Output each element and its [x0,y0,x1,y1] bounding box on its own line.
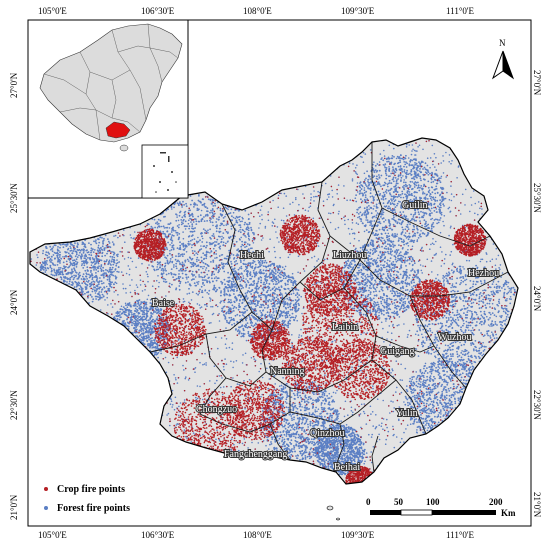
left-tick-0: 27°0'N [9,72,19,98]
crop-legend-symbol [44,487,48,491]
city-label-hezhou: Hezhou [468,268,499,279]
china-outline [39,23,183,143]
crop-legend-label: Crop fire points [57,484,125,495]
right-axis: 27°0'N 25°30'N 24°0'N 22°30'N 21°0'N [532,70,542,518]
left-axis: 27°0'N 25°30'N 24°0'N 22°30'N 21°0'N [9,72,19,520]
city-boundaries [149,142,509,473]
scale-tick-50: 50 [394,497,404,507]
south-china-sea-islands [153,152,177,193]
hainan-inset [119,144,129,152]
city-label-wuzhou: Wuzhou [438,332,471,343]
city-label-liuzhou: Liuzhou [333,250,366,261]
left-tick-3: 22°30'N [9,390,19,420]
bottom-tick-2: 108°0'E [243,530,272,540]
china-provinces [43,23,179,141]
guangxi-outline [29,137,519,485]
city-label-guilin: Guilin [402,200,428,211]
north-arrow: N [491,38,515,80]
right-tick-0: 27°0'N [532,70,542,96]
bottom-tick-1: 106°30'E [141,530,175,540]
right-tick-3: 22°30'N [532,390,542,420]
top-tick-1: 106°30'E [141,6,175,16]
bottom-tick-0: 105°0'E [38,530,67,540]
city-label-nanning: Nanning [270,366,304,377]
city-label-fangchenggang: Fangchenggang [224,449,287,460]
scale-bar: 0 50 100 200 Km [366,497,516,518]
city-label-chongzuo: Chongzuo [196,404,237,415]
right-tick-1: 25°30'N [532,183,542,213]
forest-legend-symbol [44,506,48,510]
city-label-beihai: Beihai [334,462,360,473]
fire-points-layer [30,140,517,484]
city-label-yulin: Yulin [396,408,418,419]
guangxi-inset-highlight [105,121,131,139]
bottom-tick-4: 111°0'E [446,530,475,540]
city-label-guigang: Guigang [380,346,414,357]
scale-unit: Km [501,508,516,518]
city-labels: Guilin Hechi Liuzhou Hezhou Baise Laibin… [151,199,500,474]
china-inset-map [27,19,189,199]
bottom-tick-3: 109°30'E [341,530,375,540]
city-label-qinzhou: Qinzhou [310,428,344,439]
islands [326,505,340,521]
left-tick-2: 24°0'N [9,289,19,315]
top-tick-3: 109°30'E [341,6,375,16]
top-tick-0: 105°0'E [38,6,67,16]
left-tick-4: 21°0'N [9,494,19,520]
top-tick-2: 108°0'E [243,6,272,16]
scale-tick-200: 200 [489,497,503,507]
top-axis: 105°0'E 106°30'E 108°0'E 109°30'E 111°0'… [38,6,475,16]
scale-tick-100: 100 [426,497,440,507]
forest-legend-label: Forest fire points [57,503,130,514]
city-label-baise: Baise [152,298,175,309]
right-tick-4: 21°0'N [532,492,542,518]
left-tick-1: 25°30'N [9,183,19,213]
city-label-laibin: Laibin [332,322,358,333]
legend: Crop fire points Forest fire points [44,484,130,514]
scale-tick-0: 0 [366,497,371,507]
north-label: N [499,38,506,48]
top-tick-4: 111°0'E [446,6,475,16]
right-tick-2: 24°0'N [532,286,542,312]
city-label-hechi: Hechi [240,250,264,261]
bottom-axis: 105°0'E 106°30'E 108°0'E 109°30'E 111°0'… [38,530,475,540]
south-china-sea-box [141,144,189,199]
